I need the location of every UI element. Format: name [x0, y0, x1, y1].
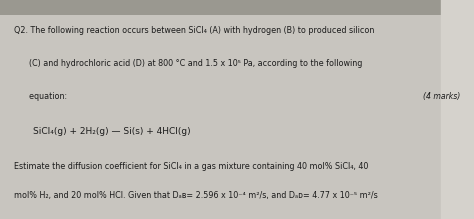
Text: Q2. The following reaction occurs between SiCl₄ (A) with hydrogen (B) to produce: Q2. The following reaction occurs betwee… — [14, 26, 374, 35]
Bar — [0, 0, 474, 15]
Text: (4 marks): (4 marks) — [422, 92, 460, 101]
Text: equation:: equation: — [14, 92, 67, 101]
Text: (C) and hydrochloric acid (D) at 800 °C and 1.5 x 10⁵ Pa, according to the follo: (C) and hydrochloric acid (D) at 800 °C … — [14, 59, 363, 68]
FancyBboxPatch shape — [441, 0, 474, 219]
Text: mol% H₂, and 20 mol% HCl. Given that Dₐʙ= 2.596 x 10⁻⁴ m²/s, and Dₐᴅ= 4.77 x 10⁻: mol% H₂, and 20 mol% HCl. Given that Dₐʙ… — [14, 191, 378, 200]
Text: Estimate the diffusion coefficient for SiCl₄ in a gas mixture containing 40 mol%: Estimate the diffusion coefficient for S… — [14, 162, 369, 171]
Text: SiCl₄(g) + 2H₂(g) — Si(s) + 4HCl(g): SiCl₄(g) + 2H₂(g) — Si(s) + 4HCl(g) — [33, 127, 191, 136]
